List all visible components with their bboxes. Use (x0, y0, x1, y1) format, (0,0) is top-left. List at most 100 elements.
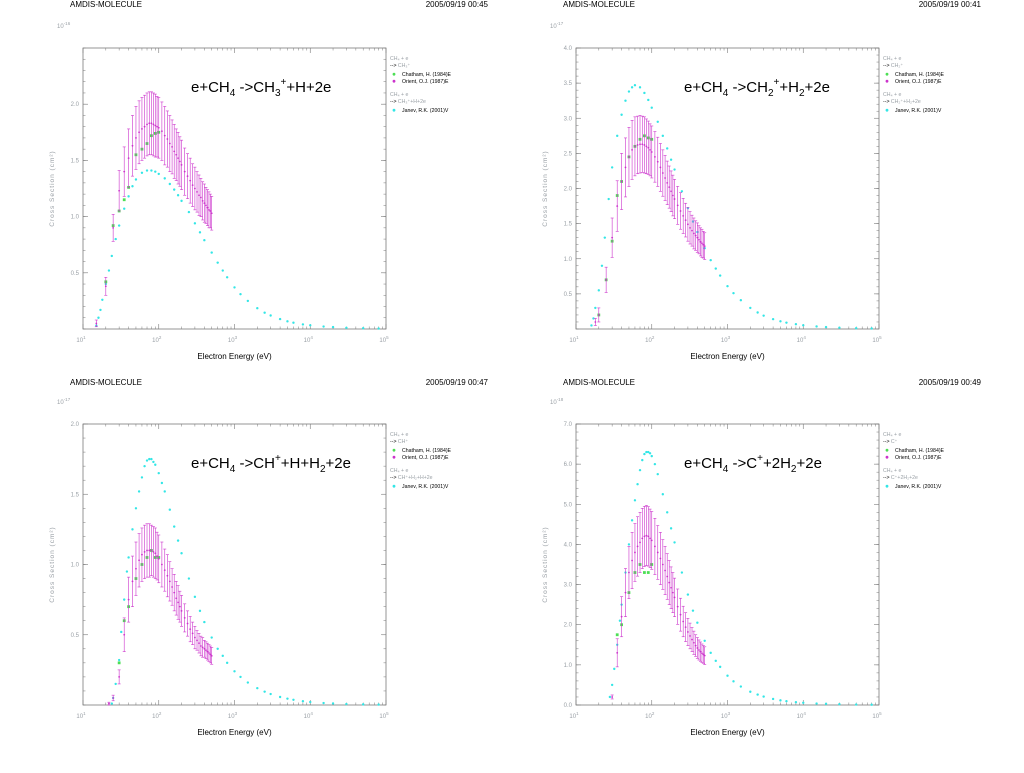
data-point (659, 557, 662, 560)
legend-marker (885, 79, 889, 83)
x-tick-power: 1 (576, 711, 579, 716)
data-point (692, 641, 695, 644)
x-tick-label: 101 (76, 711, 86, 720)
x-tick-power: 2 (652, 335, 655, 340)
data-point (631, 559, 633, 562)
data-point (669, 158, 673, 161)
x-tick-label: 103 (721, 335, 731, 344)
data-point (779, 320, 782, 323)
data-point (143, 550, 146, 553)
data-point (702, 653, 705, 656)
legend-marker (392, 72, 396, 76)
data-point (686, 593, 690, 596)
reaction-rest-sub: 2 (320, 464, 326, 475)
data-point (256, 686, 259, 690)
x-tick-power: 5 (386, 711, 389, 716)
data-point (641, 458, 644, 462)
data-point (196, 639, 198, 642)
data-point (198, 609, 202, 613)
data-point (377, 327, 380, 330)
reaction-title: e+CH4 ->C++2H2+2e (684, 453, 822, 475)
reaction-rest-tail: +2e (326, 455, 351, 472)
legend-item: Janev, R.K. (2001)V (895, 108, 942, 114)
y-exponent-label: 10-17 (550, 21, 564, 30)
data-point (628, 571, 630, 574)
y-exponent-label: 10-17 (57, 397, 71, 406)
y-tick-label: 1.5 (564, 222, 573, 228)
data-point (650, 151, 653, 153)
chart-panel-2: AMDIS-MOLECULE 2005/09/19 00:4110-1710110… (542, 0, 982, 361)
data-point (180, 199, 183, 203)
legend-marker (392, 484, 396, 488)
reaction-rest-tail: +2e (796, 455, 821, 472)
y-axis-label: Cross Section (cm²) (49, 526, 56, 602)
data-point (134, 507, 138, 510)
data-point (645, 534, 648, 537)
y-tick-label: 5.0 (564, 502, 573, 508)
data-point (636, 545, 639, 548)
legend-marker (392, 448, 396, 452)
data-point (749, 690, 752, 693)
reaction-product: C (746, 455, 757, 472)
data-point (696, 236, 699, 239)
data-point (673, 596, 676, 599)
data-point (187, 210, 191, 214)
data-point (150, 457, 153, 461)
legend-item: Janev, R.K. (2001)V (402, 484, 449, 490)
legend-exp-product: CH⁺ (396, 439, 408, 445)
legend-marker (392, 108, 396, 112)
data-point (148, 457, 151, 461)
data-point (600, 264, 604, 267)
x-tick-label: 105 (379, 711, 389, 720)
data-point (709, 651, 712, 655)
data-point (157, 557, 160, 560)
y-tick-label: 7.0 (564, 422, 573, 428)
y-exponent-label: 10-18 (550, 397, 564, 406)
data-point (175, 153, 178, 156)
data-point (676, 605, 679, 608)
data-point (785, 321, 788, 324)
y-tick-label: 2.5 (564, 151, 573, 157)
y-axis-label: Cross Section (cm²) (542, 150, 549, 226)
data-point (666, 147, 669, 150)
data-point (686, 223, 689, 226)
data-point (203, 620, 206, 624)
data-point (684, 219, 687, 222)
data-point (824, 702, 828, 706)
data-point (110, 702, 114, 705)
legend-exp-arrow: --> (390, 439, 396, 445)
reaction-rest: +2H (763, 455, 791, 472)
data-point (107, 269, 111, 272)
data-point (701, 242, 703, 245)
data-point (739, 298, 743, 302)
legend-exp-reaction: --> CH₃⁺ (390, 63, 411, 69)
data-point (698, 238, 700, 241)
data-point (691, 609, 695, 612)
data-point (699, 650, 702, 653)
data-point (331, 702, 335, 705)
data-point (646, 571, 650, 574)
data-point (647, 146, 650, 149)
data-point (613, 667, 616, 671)
data-point (656, 472, 659, 476)
data-point (127, 556, 130, 559)
data-point (608, 695, 612, 699)
header-timestamp: 2005/09/19 00:45 (426, 0, 489, 9)
data-point (269, 692, 272, 696)
data-point (208, 652, 210, 654)
data-point (203, 202, 206, 205)
data-point (661, 172, 664, 174)
x-tick-power: 3 (235, 711, 238, 716)
legend-fit-arrow: --> (390, 475, 396, 481)
x-tick-label: 103 (721, 711, 731, 720)
data-point (95, 322, 98, 325)
data-point (152, 460, 155, 464)
legend-fit-arrow: --> (883, 99, 889, 105)
x-tick-label: 101 (569, 335, 579, 344)
data-point (714, 267, 717, 270)
data-point (656, 551, 659, 554)
data-point (145, 459, 149, 462)
data-point (166, 574, 169, 577)
data-point (135, 137, 137, 139)
data-point (673, 198, 676, 200)
